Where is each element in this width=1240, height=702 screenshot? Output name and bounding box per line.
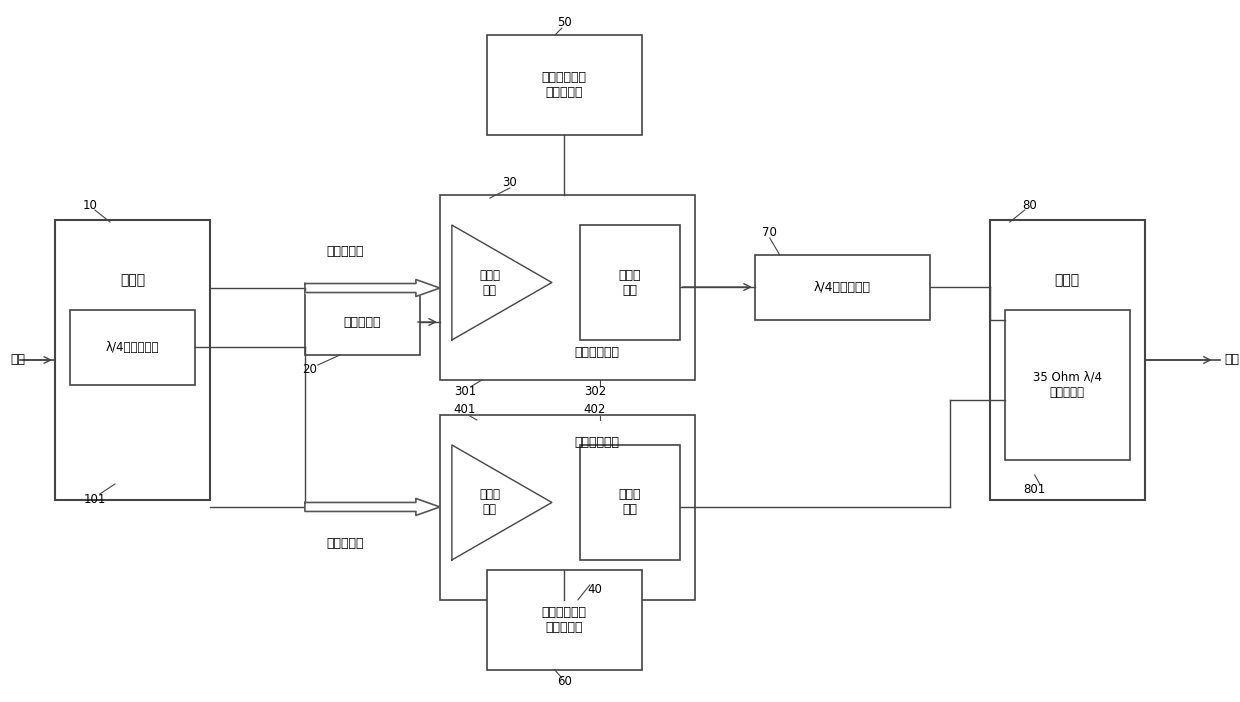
- Bar: [487, 35, 642, 135]
- Text: 801: 801: [1023, 484, 1045, 496]
- Text: 402: 402: [584, 404, 606, 416]
- Text: 相位调整器: 相位调整器: [343, 316, 381, 329]
- Polygon shape: [415, 279, 440, 296]
- Bar: [440, 195, 694, 380]
- Polygon shape: [305, 503, 415, 512]
- Text: 载波放
大器: 载波放 大器: [480, 269, 501, 296]
- Text: 30: 30: [502, 176, 517, 189]
- Bar: [990, 220, 1145, 500]
- Text: 10: 10: [83, 199, 98, 211]
- Text: 峰值放大单元: 峰值放大单元: [575, 436, 620, 449]
- Text: 峰值放
大器: 峰值放 大器: [480, 489, 501, 517]
- Text: 合路器: 合路器: [1055, 273, 1080, 287]
- Text: 60: 60: [558, 675, 573, 689]
- Bar: [487, 570, 642, 670]
- Polygon shape: [451, 225, 552, 340]
- Text: 输入: 输入: [10, 354, 25, 366]
- Bar: [55, 220, 210, 500]
- Polygon shape: [451, 445, 552, 560]
- Text: 输出: 输出: [1225, 354, 1240, 366]
- Polygon shape: [305, 284, 415, 293]
- Text: 峰值栅极偏置
电压调节器: 峰值栅极偏置 电压调节器: [542, 606, 587, 634]
- Bar: [580, 225, 680, 340]
- Bar: [1004, 310, 1130, 460]
- Text: 载波放大单元: 载波放大单元: [575, 346, 620, 359]
- Text: 101: 101: [84, 494, 107, 506]
- Text: 第一路信号: 第一路信号: [326, 245, 363, 258]
- Text: 35 Ohm λ/4
阻抗变换线: 35 Ohm λ/4 阻抗变换线: [1033, 371, 1101, 399]
- Text: λ/4阻抗变换线: λ/4阻抗变换线: [813, 281, 870, 294]
- Bar: [69, 310, 195, 385]
- Text: 40: 40: [588, 583, 603, 597]
- Text: 80: 80: [1022, 199, 1037, 211]
- Bar: [580, 445, 680, 560]
- Polygon shape: [415, 498, 440, 515]
- Text: λ/4阻抗变换线: λ/4阻抗变换线: [105, 341, 159, 354]
- Text: 第二路信号: 第二路信号: [326, 537, 363, 550]
- Text: 载波栅极偏置
电压调节器: 载波栅极偏置 电压调节器: [542, 71, 587, 99]
- Text: 401: 401: [454, 404, 476, 416]
- Text: 第一补
偿线: 第一补 偿线: [619, 269, 641, 296]
- Bar: [440, 415, 694, 600]
- Text: 第二补
偿线: 第二补 偿线: [619, 489, 641, 517]
- Text: 302: 302: [584, 385, 606, 399]
- Text: 301: 301: [454, 385, 476, 399]
- Bar: [755, 255, 930, 320]
- Text: 50: 50: [558, 15, 572, 29]
- Text: 功分器: 功分器: [120, 273, 145, 287]
- Bar: [305, 290, 420, 355]
- Text: 70: 70: [763, 225, 777, 239]
- Text: 20: 20: [303, 364, 317, 376]
